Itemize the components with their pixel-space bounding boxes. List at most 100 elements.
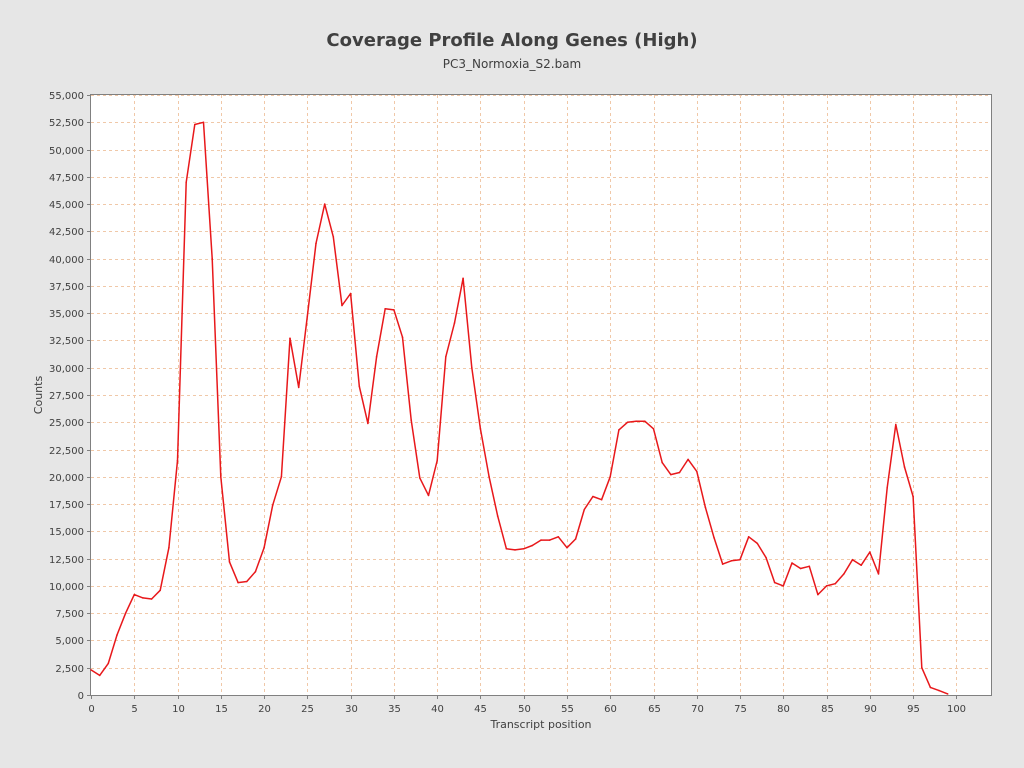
x-tick-label: 45 [474, 704, 487, 715]
data-point [211, 257, 213, 260]
x-tick-label: 25 [301, 704, 314, 715]
data-point [98, 674, 101, 677]
x-tick-label: 15 [215, 704, 228, 715]
y-tick-label: 52,500 [49, 118, 84, 129]
data-point [202, 121, 205, 124]
x-tick-label: 95 [907, 704, 920, 715]
x-tick-label: 10 [172, 704, 185, 715]
y-tick-label: 37,500 [49, 282, 84, 293]
data-point [566, 546, 568, 549]
data-point [133, 593, 136, 596]
data-point [912, 495, 914, 498]
axis-ticks: 0 5 10 15 20 25 30 35 40 45 50 55 60 65 70 75 80 85 90 95 10… [49, 91, 966, 715]
x-tick-label: 85 [821, 704, 834, 715]
x-tick-label: 35 [388, 704, 401, 715]
data-point [652, 428, 655, 430]
data-point [618, 429, 620, 431]
data-point [817, 593, 819, 596]
data-point [540, 539, 542, 541]
y-tick-label: 15,000 [49, 527, 84, 538]
data-point [263, 546, 265, 549]
data-point [713, 537, 715, 539]
data-point [869, 551, 871, 553]
data-point [747, 536, 750, 538]
data-point [168, 546, 170, 549]
data-point [522, 548, 525, 550]
data-point [384, 308, 387, 310]
data-point [315, 242, 317, 245]
data-point [159, 589, 161, 592]
data-point [635, 420, 637, 423]
data-point [462, 277, 464, 280]
y-tick-label: 10,000 [49, 582, 84, 593]
y-tick-label: 5,000 [55, 636, 84, 647]
series-line [90, 121, 948, 695]
data-point [332, 236, 335, 238]
data-point [194, 123, 196, 126]
data-point [661, 461, 663, 464]
y-tick-label: 20,000 [49, 473, 84, 484]
y-tick-label: 32,500 [49, 336, 84, 347]
data-point [721, 563, 724, 565]
data-point [531, 544, 534, 547]
y-tick-label: 27,500 [49, 391, 84, 402]
data-point [609, 476, 611, 478]
data-point [574, 538, 577, 540]
data-point [471, 366, 473, 369]
y-tick-label: 45,000 [49, 200, 84, 211]
data-point [237, 581, 239, 584]
y-tick-label: 0 [78, 691, 84, 702]
y-axis-label: Counts [32, 376, 45, 415]
data-point [116, 634, 118, 636]
data-point [505, 548, 508, 550]
y-tick-label: 22,500 [49, 446, 84, 457]
data-point [280, 476, 283, 478]
y-tick-label: 55,000 [49, 91, 84, 102]
data-point [600, 498, 603, 501]
data-point [341, 304, 343, 307]
series-group [90, 121, 949, 695]
data-point [808, 565, 811, 568]
y-tick-label: 50,000 [49, 146, 84, 157]
x-tick-label: 80 [777, 704, 790, 715]
data-point [696, 470, 698, 473]
data-point [246, 580, 248, 583]
data-point [254, 570, 257, 573]
data-point [427, 494, 430, 497]
data-point [349, 292, 352, 295]
data-point [220, 476, 222, 478]
data-point [895, 423, 897, 426]
y-tick-label: 30,000 [49, 364, 84, 375]
data-point [436, 459, 439, 462]
data-point [946, 693, 949, 695]
x-axis-label: Transcript position [489, 718, 591, 731]
data-point [375, 356, 378, 358]
x-tick-label: 5 [131, 704, 137, 715]
data-point [644, 420, 646, 423]
data-point [393, 309, 395, 311]
x-tick-label: 60 [604, 704, 617, 715]
data-point [765, 556, 767, 559]
data-point [107, 662, 110, 665]
data-point [297, 386, 300, 389]
data-point [730, 560, 733, 562]
data-point [496, 515, 499, 517]
chart-title: Coverage Profile Along Genes (High) [326, 30, 698, 51]
y-tick-label: 47,500 [49, 173, 84, 184]
x-tick-label: 65 [648, 704, 661, 715]
data-point [860, 564, 862, 566]
data-point [739, 558, 741, 561]
data-point [445, 356, 447, 358]
data-point [921, 666, 923, 669]
data-point [782, 585, 785, 587]
x-tick-label: 20 [258, 704, 271, 715]
x-tick-label: 55 [561, 704, 574, 715]
data-point [358, 385, 361, 388]
data-point [843, 573, 845, 575]
data-point [851, 558, 854, 561]
data-point [142, 597, 144, 599]
y-tick-label: 35,000 [49, 309, 84, 320]
data-point [306, 315, 309, 318]
data-point [488, 476, 490, 478]
x-tick-label: 50 [518, 704, 531, 715]
